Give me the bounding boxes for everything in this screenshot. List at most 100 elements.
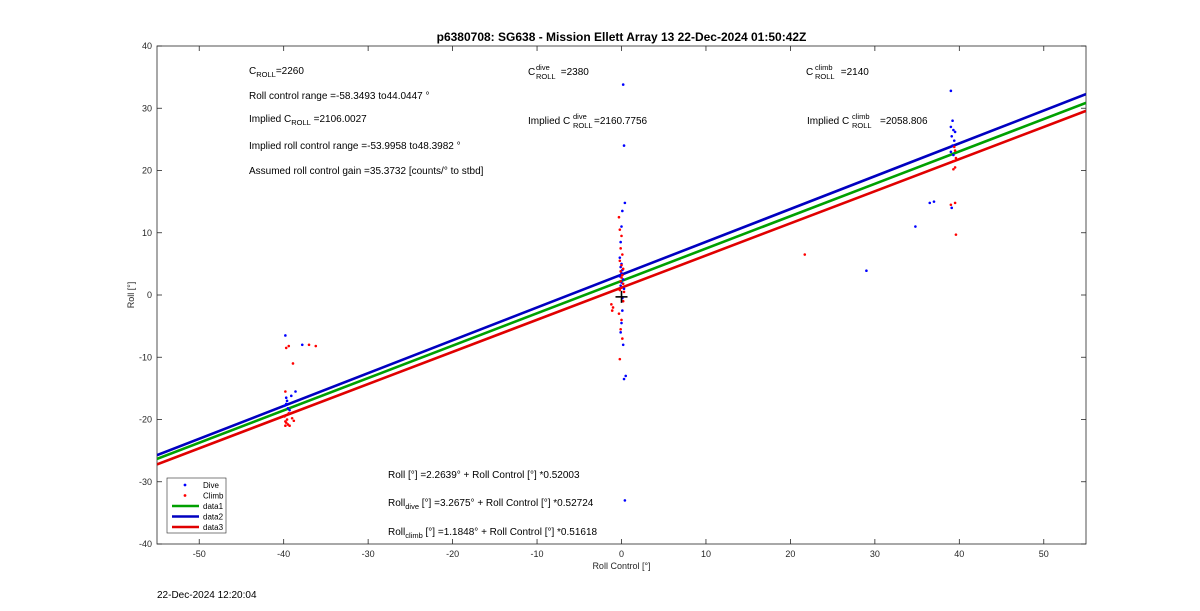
y-tick-label: 0 bbox=[147, 290, 152, 300]
climb-point bbox=[954, 156, 958, 160]
dive-point bbox=[300, 343, 304, 347]
equation-climb: Rollclimb [°] =1.1848° + Roll Control [°… bbox=[388, 527, 598, 540]
climb-point bbox=[619, 247, 622, 250]
legend-label-climb: Climb bbox=[203, 492, 224, 501]
legend-marker-climb bbox=[183, 494, 187, 497]
c-roll-dive-annotation: Cdive ROLL =2380 bbox=[528, 63, 589, 81]
y-axis: -40 -30 -20 -10 0 10 20 30 40 bbox=[139, 41, 1086, 549]
center-marker bbox=[615, 290, 628, 303]
y-tick-label: 20 bbox=[142, 166, 152, 176]
legend-label-data1: data1 bbox=[203, 502, 224, 511]
climb-point bbox=[954, 233, 958, 236]
dive-point bbox=[950, 206, 954, 210]
climb-point bbox=[620, 234, 623, 238]
dive-point bbox=[928, 201, 932, 205]
climb-point bbox=[314, 344, 318, 348]
dive-point bbox=[621, 309, 624, 312]
c-roll-annotation: CROLL=2260 bbox=[249, 66, 304, 79]
climb-point bbox=[291, 362, 295, 365]
climb-point bbox=[618, 288, 622, 292]
climb-point bbox=[307, 343, 311, 347]
dive-point bbox=[951, 119, 954, 122]
climb-point bbox=[620, 276, 623, 279]
implied-c-roll-annotation: Implied CROLL =2106.0027 bbox=[249, 114, 367, 127]
dive-point bbox=[952, 139, 956, 142]
chart-title: p6380708: SG638 - Mission Ellett Array 1… bbox=[437, 30, 807, 44]
climb-point bbox=[952, 145, 956, 149]
dive-point bbox=[624, 374, 628, 378]
climb-point bbox=[288, 424, 291, 428]
dive-point bbox=[914, 225, 917, 228]
climb-point bbox=[953, 166, 957, 169]
y-tick-label: 30 bbox=[142, 103, 152, 113]
dive-point bbox=[953, 130, 957, 134]
dive-point bbox=[284, 402, 288, 406]
y-tick-label: -20 bbox=[139, 415, 152, 425]
climb-point bbox=[621, 267, 625, 271]
climb-point bbox=[618, 228, 622, 231]
climb-point bbox=[952, 159, 955, 163]
climb-point bbox=[283, 415, 286, 418]
dive-point bbox=[865, 269, 868, 273]
dive-point bbox=[283, 404, 286, 408]
dive-point bbox=[949, 150, 953, 154]
climb-point bbox=[284, 390, 287, 393]
dive-point bbox=[952, 153, 955, 157]
climb-point bbox=[621, 273, 624, 277]
dive-point bbox=[294, 390, 297, 393]
climb-point bbox=[292, 419, 296, 423]
implied-range-annotation: Implied roll control range =-53.9958 to4… bbox=[249, 141, 461, 152]
climb-point bbox=[284, 424, 287, 428]
climb-point bbox=[620, 263, 623, 267]
climb-point bbox=[617, 312, 621, 315]
climb-point bbox=[290, 416, 294, 420]
climb-point bbox=[953, 149, 957, 152]
legend-label-data3: data3 bbox=[203, 523, 224, 532]
dive-point bbox=[622, 287, 626, 291]
dive-point bbox=[950, 134, 954, 138]
climb-point bbox=[284, 346, 288, 350]
climb-point bbox=[287, 344, 291, 348]
x-tick-label: 0 bbox=[619, 549, 624, 559]
dive-point bbox=[621, 278, 625, 281]
dive-point bbox=[619, 240, 622, 244]
y-tick-label: -30 bbox=[139, 477, 152, 487]
climb-point bbox=[953, 201, 957, 205]
climb-point bbox=[618, 259, 622, 263]
dive-point bbox=[285, 399, 289, 403]
climb-point bbox=[285, 418, 289, 421]
dive-point bbox=[620, 321, 623, 325]
dive-point bbox=[619, 331, 622, 334]
x-tick-label: -40 bbox=[277, 549, 290, 559]
y-axis-label: Roll [°] bbox=[126, 282, 136, 309]
x-tick-label: 50 bbox=[1039, 549, 1049, 559]
climb-point bbox=[621, 282, 625, 286]
roll-range-annotation: Roll control range =-58.3493 to44.0447 ° bbox=[249, 91, 430, 102]
climb-point bbox=[618, 357, 622, 361]
dive-point bbox=[623, 201, 627, 205]
x-tick-label: 30 bbox=[870, 549, 880, 559]
climb-point bbox=[617, 215, 621, 219]
legend-label-dive: Dive bbox=[203, 481, 220, 490]
climb-point bbox=[952, 167, 955, 171]
timestamp: 22-Dec-2024 12:20:04 bbox=[157, 590, 257, 601]
x-axis: -50 -40 -30 -20 -10 0 10 20 30 40 50 bbox=[193, 46, 1049, 559]
climb-point bbox=[610, 303, 613, 306]
legend-marker-dive bbox=[183, 483, 187, 487]
y-tick-label: -40 bbox=[139, 539, 152, 549]
data-points bbox=[283, 83, 958, 502]
dive-point bbox=[284, 334, 287, 337]
dive-point bbox=[622, 377, 626, 381]
legend-label-data2: data2 bbox=[203, 513, 224, 522]
x-tick-label: -10 bbox=[531, 549, 544, 559]
climb-point bbox=[619, 270, 622, 273]
x-tick-label: 20 bbox=[785, 549, 795, 559]
equation-dive: Rolldive [°] =3.2675° + Roll Control [°]… bbox=[388, 498, 594, 511]
dive-point bbox=[952, 128, 955, 132]
climb-point bbox=[619, 280, 622, 283]
dive-point bbox=[623, 499, 627, 502]
gain-annotation: Assumed roll control gain =35.3732 [coun… bbox=[249, 166, 484, 177]
equation-all: Roll [°] =2.2639° + Roll Control [°] *0.… bbox=[388, 470, 580, 481]
